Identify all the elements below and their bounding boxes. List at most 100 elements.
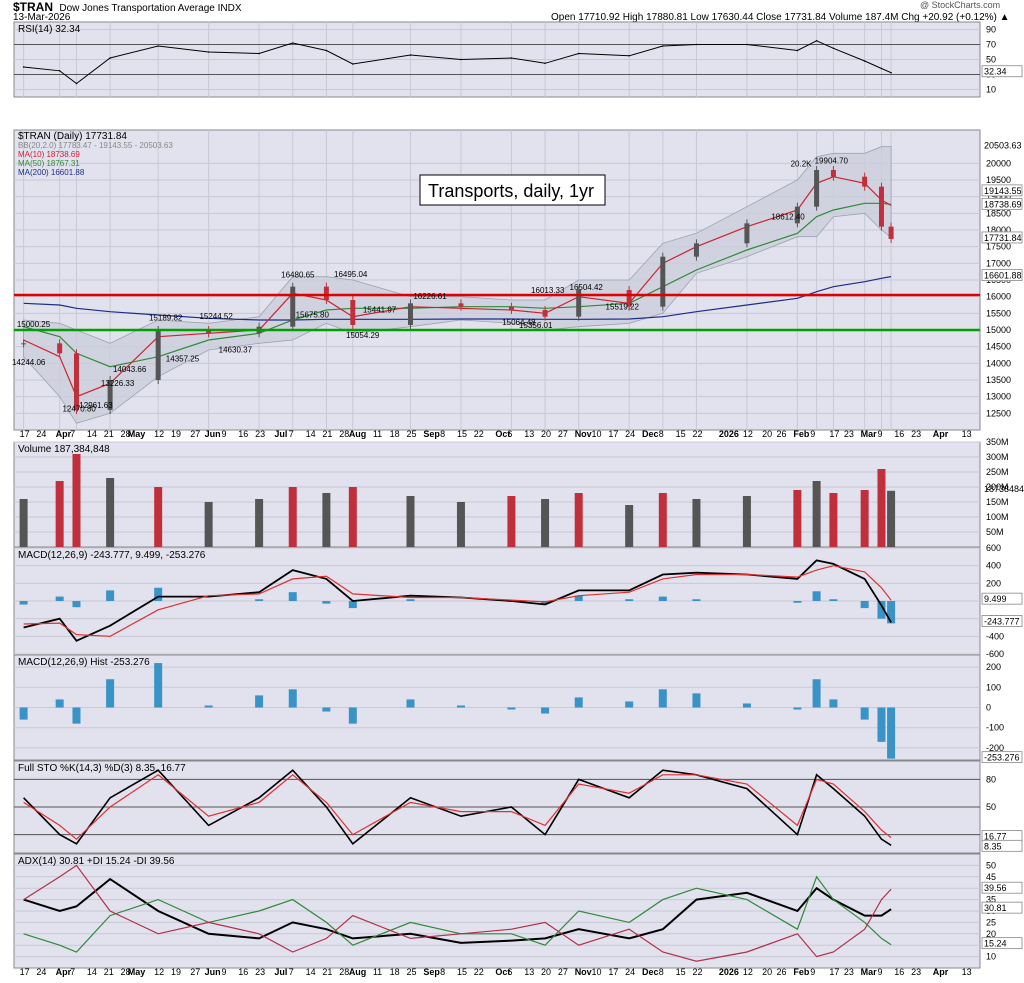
x-axis-label: Feb bbox=[793, 429, 810, 439]
macd-hist-bar bbox=[288, 689, 297, 708]
volume-bar bbox=[322, 493, 331, 547]
price-annotation: 18612.40 bbox=[771, 213, 805, 222]
x-axis-label: 19 bbox=[171, 429, 181, 439]
adx-value-label-box bbox=[981, 937, 1023, 950]
candle-body bbox=[323, 286, 329, 300]
candle-body bbox=[155, 330, 161, 380]
price-annotation: 19904.70 bbox=[815, 157, 849, 166]
price-annotation: 14357.25 bbox=[166, 354, 200, 363]
x-axis-label: Feb bbox=[793, 967, 810, 977]
price-annotation: 16013.33 bbox=[531, 286, 565, 295]
macd-hist-bar bbox=[692, 693, 701, 708]
x-axis-label: 17 bbox=[20, 967, 30, 977]
macd-hist-bar bbox=[742, 703, 751, 708]
volume-bar bbox=[658, 493, 667, 547]
x-axis-label: Apr bbox=[56, 429, 72, 439]
adx-panel: 101520253035404550ADX(14) 30.81 +DI 15.2… bbox=[13, 853, 1023, 969]
adx-line bbox=[23, 877, 892, 944]
macd-histogram-bar bbox=[255, 599, 264, 601]
price-y-tick-label: 18500 bbox=[986, 208, 1011, 218]
volume-y-tick-label: 350M bbox=[986, 437, 1009, 447]
macd-hist-bar bbox=[625, 701, 634, 708]
volume-y-tick-label: 150M bbox=[986, 497, 1009, 507]
price-annotation: 15189.82 bbox=[149, 314, 183, 323]
rsi-point bbox=[510, 57, 513, 59]
sto-panel: 205080Full STO %K(14,3) %D(3) 8.35, 16.7… bbox=[13, 760, 1023, 854]
x-axis-label: 9 bbox=[810, 429, 815, 439]
volume-bar bbox=[406, 496, 415, 547]
x-axis-label: Oct bbox=[495, 429, 510, 439]
x-axis-label: 25 bbox=[406, 429, 416, 439]
rsi-y-tick-label: 50 bbox=[986, 55, 996, 65]
price-value-label-box bbox=[981, 197, 1023, 210]
adx-y-tick-label: 10 bbox=[986, 952, 996, 962]
x-axis-label: Dec bbox=[642, 967, 659, 977]
macd-hist-bar bbox=[72, 707, 81, 724]
volume-bar bbox=[625, 505, 634, 547]
candle-body bbox=[206, 330, 212, 334]
macd-hist-bar bbox=[887, 707, 896, 759]
x-axis-label: Sep bbox=[423, 429, 440, 439]
x-axis-label: 27 bbox=[558, 967, 568, 977]
x-axis-label: 14 bbox=[306, 967, 316, 977]
rsi-y-tick-label: 10 bbox=[986, 85, 996, 95]
volume-y-tick-label: 100M bbox=[986, 512, 1009, 522]
adx-y-tick-label: 45 bbox=[986, 872, 996, 882]
x-axis-label: 22 bbox=[474, 429, 484, 439]
macd_hist-y-tick-label: 200 bbox=[986, 662, 1001, 672]
rsi-point bbox=[796, 49, 799, 52]
x-axis-label: 23 bbox=[844, 429, 854, 439]
x-axis-label: 9 bbox=[877, 429, 882, 439]
x-axis-label: 13 bbox=[962, 967, 972, 977]
macd_hist-y-tick-label: -100 bbox=[986, 723, 1004, 733]
volume-bar bbox=[829, 493, 838, 547]
x-axis-label: 15 bbox=[676, 967, 686, 977]
volume-bar bbox=[692, 499, 701, 547]
volume-y-tick-label: 300M bbox=[986, 452, 1009, 462]
macd_hist-value-label: -253.276 bbox=[984, 753, 1020, 763]
x-axis-label: 16 bbox=[238, 429, 248, 439]
price-annotation: 14630.37 bbox=[219, 345, 253, 354]
rsi-point bbox=[577, 52, 580, 55]
x-axis-label: Apr bbox=[56, 967, 72, 977]
price-legend-entry: MA(200) 16601.88 bbox=[18, 168, 85, 177]
x-axis-label: 6 bbox=[507, 967, 512, 977]
x-axis-label: Mar bbox=[861, 429, 878, 439]
x-axis-label: 8 bbox=[659, 429, 664, 439]
rsi-y-tick-label: 70 bbox=[986, 40, 996, 50]
volume-value-label: 18738484 bbox=[984, 484, 1024, 494]
adx-value-label: 39.56 bbox=[984, 883, 1007, 893]
macd-line bbox=[23, 559, 892, 642]
macd-histogram-bar bbox=[860, 601, 869, 609]
x-axis-label: 28 bbox=[121, 967, 131, 977]
macd-histogram-bar bbox=[288, 592, 297, 601]
symbol-name: Dow Jones Transportation Average INDX bbox=[59, 3, 242, 14]
x-axis-label: 23 bbox=[911, 429, 921, 439]
minus-di-line bbox=[23, 864, 892, 962]
macd-histogram-bar bbox=[812, 591, 821, 601]
macd-histogram-bar bbox=[625, 599, 634, 601]
candle-body bbox=[57, 343, 63, 354]
x-axis-label: 7 bbox=[70, 967, 75, 977]
volume-bar bbox=[348, 487, 357, 547]
rsi-point bbox=[325, 49, 328, 52]
macd-histogram-bar bbox=[322, 601, 331, 604]
price-annotation: 14043.66 bbox=[113, 365, 147, 374]
x-axis-label: 28 bbox=[339, 967, 349, 977]
price-annotation: 12470.80 bbox=[62, 404, 96, 413]
sto-y-tick-label: 80 bbox=[986, 774, 996, 784]
x-axis-label: 9 bbox=[221, 967, 226, 977]
x-axis-label: 9 bbox=[810, 967, 815, 977]
sto-k-line bbox=[23, 769, 892, 846]
macd-hist-bar bbox=[19, 707, 28, 720]
macd-hist-bar bbox=[658, 689, 667, 708]
price-y-tick-label: 12500 bbox=[986, 408, 1011, 418]
x-axis-label: Aug bbox=[349, 429, 367, 439]
price-annotation: 16480.65 bbox=[281, 271, 315, 280]
rsi-point bbox=[109, 57, 111, 59]
candle-body bbox=[350, 300, 356, 325]
price-legend-entry: $TRAN (Daily) 17731.84 bbox=[18, 131, 127, 142]
x-axis-label: Jul bbox=[274, 967, 287, 977]
volume-bar bbox=[860, 490, 869, 547]
